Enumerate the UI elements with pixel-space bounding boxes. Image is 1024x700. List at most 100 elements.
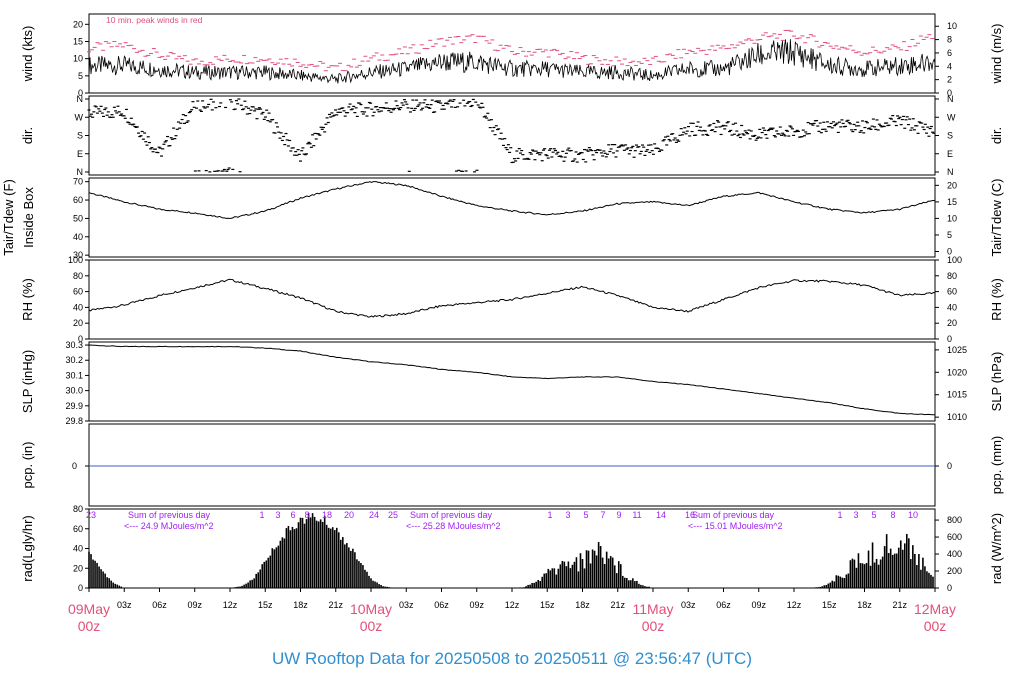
left-tick-label: 60 (73, 287, 83, 297)
radiation-series (88, 513, 934, 588)
x-hour-label: 21z (892, 600, 907, 610)
radiation-hour-marker: 5 (871, 510, 876, 520)
x-hour-label: 09z (469, 600, 484, 610)
x-hour-label: 06z (152, 600, 167, 610)
radiation-hour-marker: 16 (685, 510, 695, 520)
direction-series (87, 98, 936, 173)
radiation-hour-marker: 6 (290, 510, 295, 520)
wind-annotation: 10 min. peak winds in red (106, 15, 203, 25)
radiation-annotation-label: Sum of previous day (410, 510, 493, 520)
temperature-panel (88, 177, 936, 258)
left-tick-label: 50 (73, 213, 83, 223)
radiation-hour-marker: 24 (369, 510, 379, 520)
right-tick-label: 10 (947, 213, 957, 223)
rh-ylabel: RH (%) (20, 278, 35, 321)
wind-mean-series (88, 39, 936, 84)
left-tick-label: 10 (73, 54, 83, 64)
dir-tick-label: N (77, 167, 84, 177)
radiation-hour-marker: 25 (388, 510, 398, 520)
x-day-label: 12May (914, 601, 956, 617)
left-tick-label: 60 (73, 195, 83, 205)
x-hour-label: 03z (117, 600, 132, 610)
wind-peak-series (87, 29, 935, 72)
right-tick-label: 1010 (947, 412, 967, 422)
right-tick-label: 2 (947, 75, 952, 85)
left-tick-label: 60 (73, 524, 83, 534)
dir-ylabel: dir. (20, 127, 35, 144)
radiation-hour-marker: 9 (616, 510, 621, 520)
temp-ylabel-2: Inside Box (21, 187, 36, 248)
radiation-hour-marker: 8 (890, 510, 895, 520)
left-tick-label: 29.8 (65, 416, 83, 426)
x-day-time-label: 00z (78, 618, 101, 634)
x-hour-label: 15z (822, 600, 837, 610)
right-tick-label: 600 (947, 532, 962, 542)
pcp-ylabel: pcp. (in) (20, 442, 35, 489)
radiation-annotation-label: Sum of previous day (128, 510, 211, 520)
radiation-hour-marker: 1 (837, 510, 842, 520)
x-hour-label: 09z (751, 600, 766, 610)
chart-title: UW Rooftop Data for 20250508 to 20250511… (271, 649, 752, 668)
radiation-hour-marker: 10 (908, 510, 918, 520)
x-day-label: 11May (633, 601, 674, 617)
rh-ylabel-right: RH (%) (989, 278, 1004, 321)
radiation-hour-marker: 23 (86, 510, 96, 520)
wind-panel (88, 13, 936, 94)
left-tick-label: 30.3 (65, 340, 83, 350)
radiation-hour-marker: 3 (565, 510, 570, 520)
left-tick-label: 70 (73, 177, 83, 187)
left-tick-label: 40 (73, 544, 83, 554)
precip-panel (88, 423, 936, 507)
dir-tick-label: E (77, 149, 83, 159)
precip-tick-label: 0 (72, 461, 77, 471)
radiation-hour-marker: 1 (547, 510, 552, 520)
radiation-hour-marker: 18 (322, 510, 332, 520)
dir-tick-label-right: N (947, 94, 954, 104)
wind-ylabel: wind (kts) (20, 26, 35, 83)
temp-ylabel-right: Tair/Tdew (C) (989, 178, 1004, 256)
right-tick-label: 400 (947, 549, 962, 559)
x-hour-label: 06z (716, 600, 731, 610)
x-hour-label: 03z (399, 600, 414, 610)
right-tick-label: 100 (947, 255, 962, 265)
right-tick-label: 80 (947, 271, 957, 281)
right-tick-label: 4 (947, 61, 952, 71)
precip-tick-label-right: 0 (947, 461, 952, 471)
pcp-ylabel-right: pcp. (mm) (989, 436, 1004, 495)
x-day-label: 09May (68, 601, 110, 617)
slp-ylabel: SLP (inHg) (20, 350, 35, 413)
radiation-hour-marker: 3 (853, 510, 858, 520)
right-tick-label: 0 (947, 88, 952, 98)
x-hour-label: 03z (681, 600, 696, 610)
radiation-hour-marker: 5 (583, 510, 588, 520)
right-tick-label: 1015 (947, 390, 967, 400)
rad-ylabel-right: rad (W/m^2) (989, 513, 1004, 584)
dir-tick-label-right: N (947, 167, 954, 177)
right-tick-label: 20 (947, 180, 957, 190)
right-tick-label: 0 (947, 334, 952, 344)
dir-tick-label-right: W (947, 112, 956, 122)
left-tick-label: 30 (73, 250, 83, 260)
left-tick-label: 29.9 (65, 401, 83, 411)
x-hour-label: 12z (223, 600, 238, 610)
right-tick-label: 5 (947, 230, 952, 240)
slp-ylabel-right: SLP (hPa) (989, 352, 1004, 412)
x-hour-label: 18z (293, 600, 308, 610)
humidity-panel (88, 259, 936, 340)
dir-tick-label: S (77, 131, 83, 141)
radiation-annotation-value: <--- 15.01 MJoules/m^2 (688, 521, 783, 531)
x-day-time-label: 00z (642, 618, 665, 634)
x-hour-label: 21z (328, 600, 343, 610)
left-tick-label: 15 (73, 36, 83, 46)
left-tick-label: 30.2 (65, 355, 83, 365)
right-tick-label: 8 (947, 35, 952, 45)
right-tick-label: 60 (947, 287, 957, 297)
wind-ylabel-right: wind (m/s) (989, 24, 1004, 85)
radiation-hour-marker: 8 (304, 510, 309, 520)
right-tick-label: 40 (947, 302, 957, 312)
left-tick-label: 100 (68, 255, 83, 265)
right-tick-label: 6 (947, 48, 952, 58)
dir-tick-label: N (77, 94, 84, 104)
